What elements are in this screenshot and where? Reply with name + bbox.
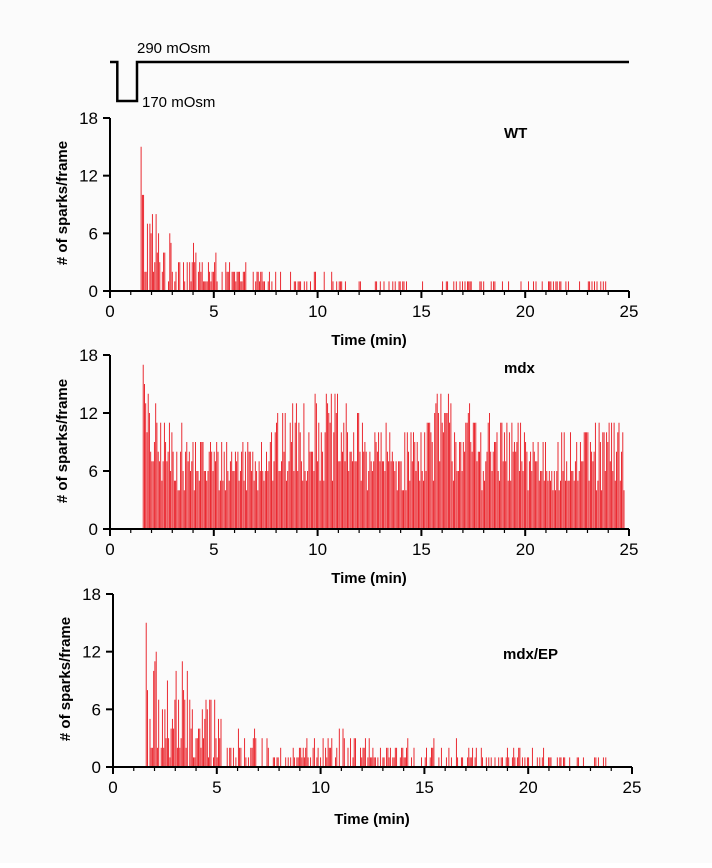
chart-panel-wt: 0 5 10 15 20 25 0 6 12 18 WT Time (min) # of spar… [54,109,638,349]
chart-panel-mdx-ep: 0 5 10 15 20 25 0 6 12 18 mdx/EP Time (min) # of … [57,585,641,828]
x-tick-label: 20 [516,540,535,559]
axes-mdx: 0 5 10 15 20 25 0 6 12 18 [79,346,638,559]
axes-wt: 0 5 10 15 20 25 0 6 12 18 [79,109,638,321]
stimulus-high-label: 290 mOsm [137,40,210,57]
y-tick-label: 6 [92,700,101,719]
axes-mdx-ep: 0 5 10 15 20 25 0 6 12 18 [82,585,641,797]
y-axis-title-mdx: # of sparks/frame [54,379,71,503]
x-tick-label: 20 [516,302,535,321]
x-tick-label: 5 [209,540,218,559]
x-tick-label: 10 [308,302,327,321]
x-tick-label: 0 [108,778,117,797]
x-tick-label: 15 [412,302,431,321]
x-tick-label: 20 [519,778,538,797]
x-tick-label: 25 [623,778,642,797]
stimulus-trace-group: 290 mOsm 170 mOsm [110,40,629,111]
y-tick-label: 6 [89,462,98,481]
x-axis-title-mdx-ep: Time (min) [334,811,410,828]
y-tick-label: 12 [79,167,98,186]
x-tick-label: 5 [209,302,218,321]
x-tick-label: 0 [105,540,114,559]
y-tick-label: 0 [89,520,98,539]
bar-series-wt [140,146,607,291]
y-tick-label: 18 [79,109,98,128]
y-tick-label: 0 [92,758,101,777]
x-tick-label: 25 [620,540,639,559]
x-tick-label: 15 [412,540,431,559]
x-tick-label: 15 [415,778,434,797]
panel-label-wt: WT [504,125,527,142]
x-axis-title-mdx: Time (min) [331,570,407,587]
y-axis-title-wt: # of sparks/frame [54,141,71,265]
x-tick-label: 10 [308,540,327,559]
y-tick-label: 6 [89,224,98,243]
x-tick-label: 5 [212,778,221,797]
y-axis-title-mdx-ep: # of sparks/frame [57,617,74,741]
x-tick-label: 25 [620,302,639,321]
y-tick-label: 12 [79,404,98,423]
chart-panel-mdx: 0 5 10 15 20 25 0 6 12 18 mdx Time (min) # of spa… [54,346,638,587]
stimulus-low-label: 170 mOsm [142,94,215,111]
y-tick-label: 18 [79,346,98,365]
x-axis-title-wt: Time (min) [331,332,407,349]
x-tick-label: 0 [105,302,114,321]
panel-label-mdx-ep: mdx/EP [503,646,558,663]
y-tick-label: 12 [82,643,101,662]
bar-series-mdx [142,364,625,529]
y-tick-label: 0 [89,282,98,301]
stimulus-trace [110,60,629,103]
y-tick-label: 18 [82,585,101,604]
panel-label-mdx: mdx [504,360,536,377]
bar-series-mdx-ep [145,622,607,767]
x-tick-label: 10 [311,778,330,797]
